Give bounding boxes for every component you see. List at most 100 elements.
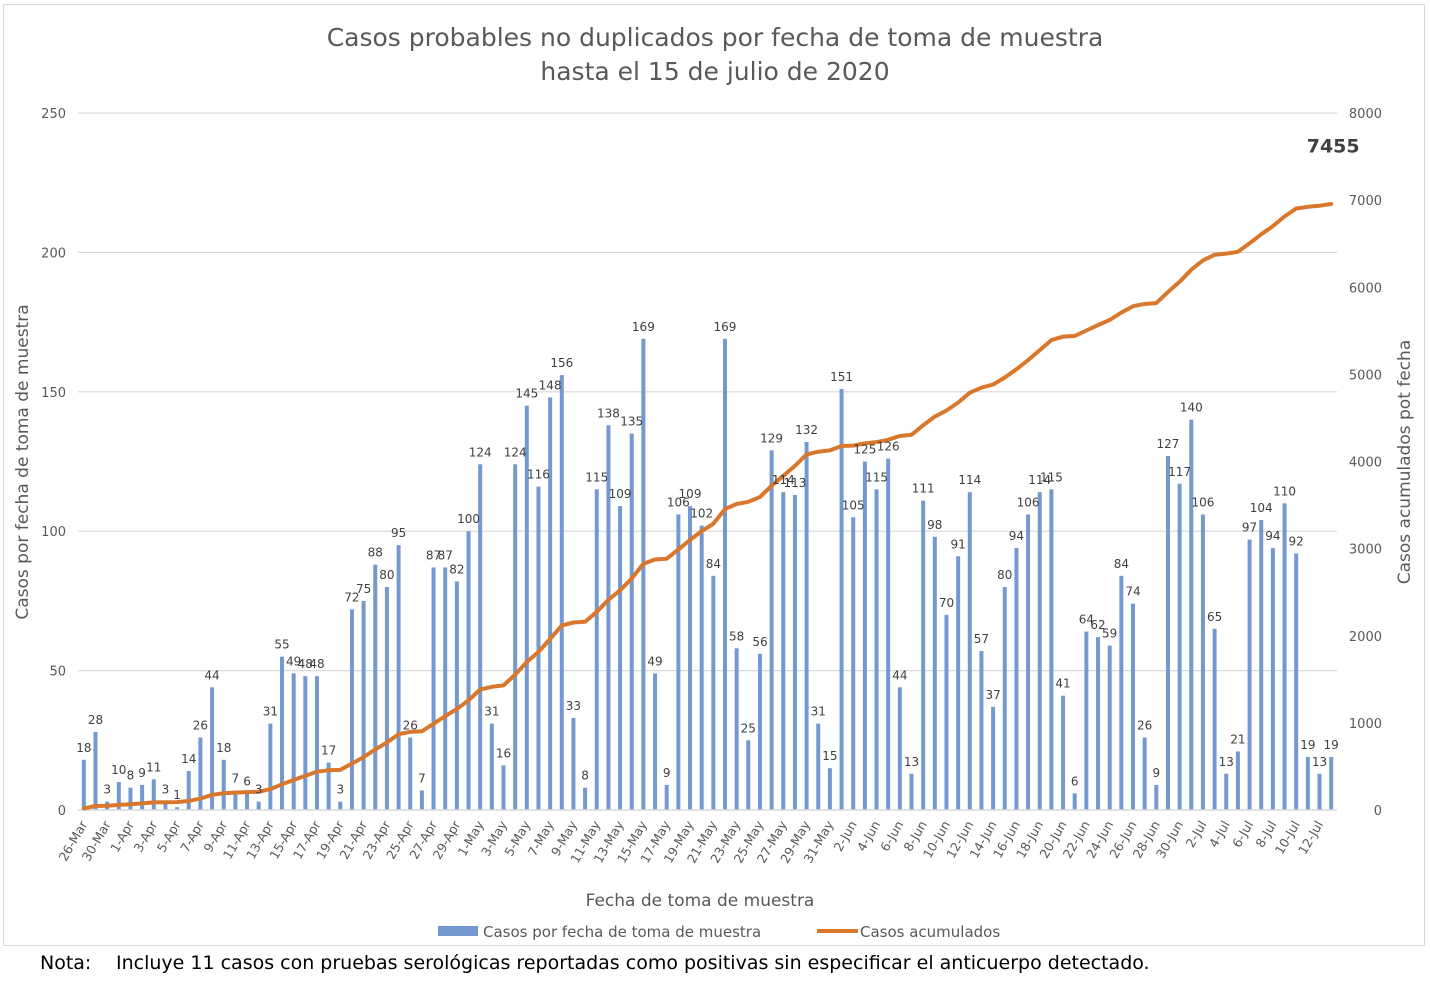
bar-data-label: 88	[368, 546, 383, 560]
bar-data-label: 98	[927, 518, 942, 532]
chart-subtitle: hasta el 15 de julio de 2020	[540, 57, 889, 86]
bar	[466, 531, 471, 810]
bar	[175, 807, 180, 810]
y2-tick-label: 2000	[1349, 630, 1382, 645]
bar	[1270, 547, 1275, 810]
bar-data-label: 7	[232, 771, 240, 785]
bar	[245, 793, 250, 810]
bar-data-label: 115	[1040, 470, 1063, 484]
bar	[1002, 586, 1007, 810]
bar-data-label: 64	[1079, 613, 1094, 627]
bar	[1235, 751, 1240, 810]
bar	[373, 564, 378, 810]
y2-tick-label: 7000	[1349, 194, 1382, 209]
bar	[186, 770, 191, 810]
bar-data-label: 104	[1250, 501, 1273, 515]
bar	[967, 492, 972, 810]
bar	[827, 768, 832, 810]
bar-data-label: 113	[783, 476, 806, 490]
bar-data-label: 102	[690, 507, 713, 521]
x-axis-labels: 26-Mar30-Mar1-Apr3-Apr5-Apr7-Apr9-Apr11-…	[55, 817, 1326, 865]
bar-data-label: 132	[795, 423, 818, 437]
bar-data-label: 58	[729, 629, 744, 643]
bar	[944, 614, 949, 810]
chart-frame	[3, 4, 1425, 946]
bar	[746, 740, 751, 810]
bar-data-label: 13	[1219, 755, 1234, 769]
gridlines	[78, 112, 1337, 672]
bar-data-label: 17	[321, 744, 336, 758]
bar	[769, 450, 774, 810]
bar-data-label: 80	[379, 568, 394, 582]
bar	[699, 525, 704, 810]
bar	[979, 651, 984, 810]
bar	[431, 567, 436, 810]
bar-data-label: 110	[1273, 484, 1296, 498]
y2-tick-label: 5000	[1349, 368, 1382, 383]
bar	[874, 489, 879, 810]
bar-data-label: 148	[539, 378, 562, 392]
bar-data-label: 11	[146, 760, 161, 774]
bar	[862, 461, 867, 810]
bar	[1107, 645, 1112, 810]
bar-data-label: 1	[173, 788, 181, 802]
bar-data-label: 48	[309, 657, 324, 671]
bar	[676, 514, 681, 810]
bar-data-label: 80	[997, 568, 1012, 582]
bar-data-label: 109	[609, 487, 632, 501]
bar	[1130, 603, 1135, 810]
y2-tick-label: 6000	[1349, 281, 1382, 296]
bar-data-label: 82	[449, 562, 464, 576]
bar-data-label: 84	[706, 557, 721, 571]
bar-data-label: 31	[263, 705, 278, 719]
chart-title: Casos probables no duplicados por fecha …	[327, 23, 1104, 52]
y-tick-label: 100	[41, 525, 66, 540]
bar	[501, 765, 506, 810]
bar	[1282, 503, 1287, 810]
bar-data-label: 115	[585, 470, 608, 484]
bar-data-label: 26	[193, 719, 208, 733]
bar-data-label: 13	[1312, 755, 1327, 769]
y2-tick-label: 0	[1374, 804, 1382, 819]
bar	[361, 600, 366, 810]
bar-data-label: 84	[1114, 557, 1129, 571]
bar-data-label: 106	[667, 495, 690, 509]
bar-data-label: 8	[127, 769, 135, 783]
bar-data-label: 126	[877, 440, 900, 454]
bar	[757, 653, 762, 810]
bar-data-label: 114	[772, 473, 795, 487]
bar	[664, 784, 669, 810]
bar-data-label: 87	[438, 548, 453, 562]
bar	[303, 676, 308, 810]
bar	[1154, 784, 1159, 810]
bar	[268, 723, 273, 810]
bar-data-label: 59	[1102, 627, 1117, 641]
bar	[1317, 773, 1322, 810]
bar	[81, 759, 86, 810]
bar-data-label: 18	[76, 741, 91, 755]
bar	[338, 801, 343, 810]
bar-data-label: 37	[985, 688, 1000, 702]
bar-data-label: 70	[939, 596, 954, 610]
bar-data-label: 65	[1207, 610, 1222, 624]
bar	[653, 673, 658, 810]
bar	[314, 676, 319, 810]
y-tick-label: 150	[41, 386, 66, 401]
bar	[1119, 575, 1124, 810]
bar-data-label: 145	[515, 387, 538, 401]
bar	[792, 494, 797, 810]
bar-data-label: 105	[842, 498, 865, 512]
y-tick-label: 200	[41, 246, 66, 261]
bar-data-label: 3	[336, 783, 344, 797]
cumulative-end-label: 7455	[1307, 135, 1360, 157]
bar-data-label: 156	[550, 356, 573, 370]
x-tick-label: 2-Jun	[830, 818, 859, 854]
legend-bar-label: Casos por fecha de toma de muestra	[483, 923, 761, 941]
bar	[956, 556, 961, 810]
bar	[606, 425, 611, 810]
bar-data-label: 62	[1090, 618, 1105, 632]
x-axis-title: Fecha de toma de muestra	[586, 891, 815, 911]
bar-data-label: 169	[632, 320, 655, 334]
bar-data-label: 115	[865, 470, 888, 484]
bar	[629, 433, 634, 810]
